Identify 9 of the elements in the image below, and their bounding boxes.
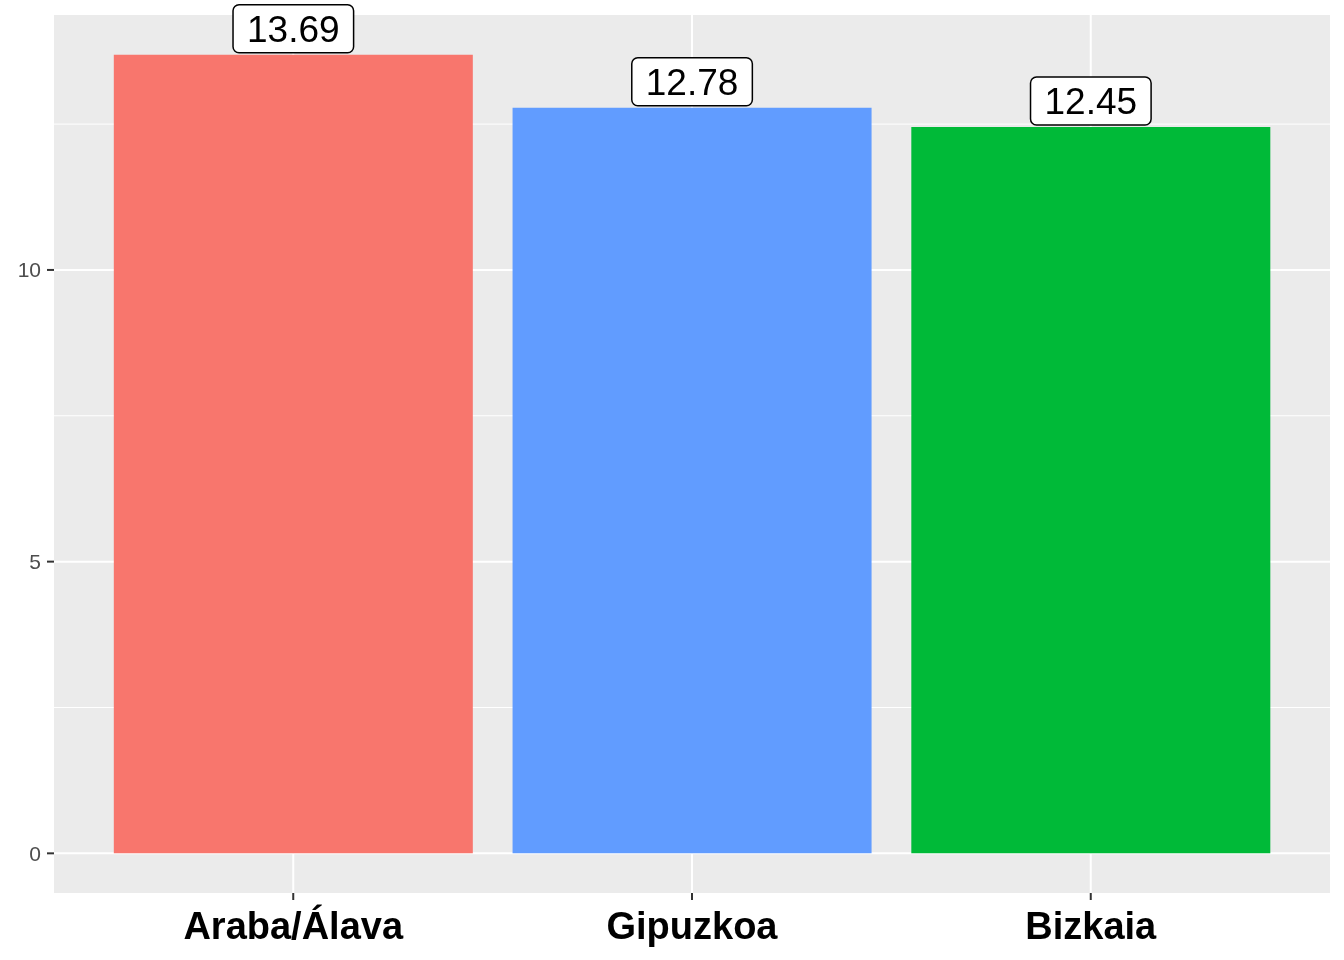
x-tick-label: Bizkaia <box>1025 904 1158 947</box>
data-label: 12.78 <box>645 62 739 104</box>
data-label: 13.69 <box>247 8 340 50</box>
data-label: 12.45 <box>1044 81 1138 123</box>
y-tick-label: 5 <box>29 550 41 574</box>
x-tick-label: Gipuzkoa <box>606 904 779 947</box>
y-tick-label: 10 <box>17 258 41 282</box>
x-tick-label: Araba/Álava <box>183 903 404 947</box>
y-tick-label: 0 <box>29 841 41 865</box>
